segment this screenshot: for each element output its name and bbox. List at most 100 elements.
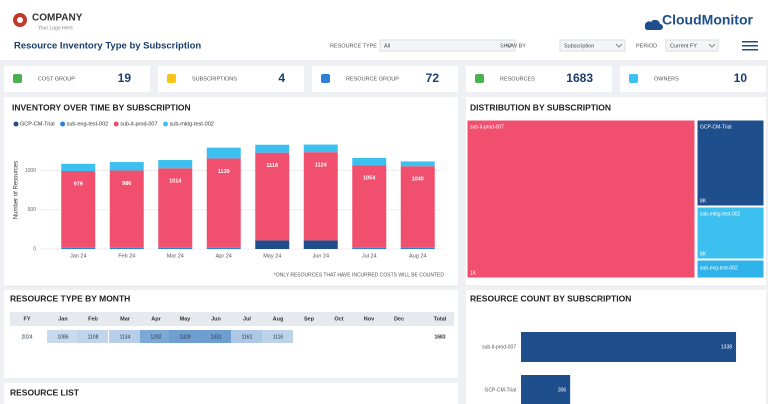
kpi-icon: [321, 74, 330, 83]
x-tick-label: Feb 24: [118, 253, 135, 259]
section-title: INVENTORY OVER TIME BY SUBSCRIPTION: [12, 102, 191, 112]
y-tick-label: 500: [28, 207, 37, 213]
column-header: Dec: [394, 316, 404, 322]
filter-value: All: [384, 43, 390, 49]
bar-segment: [303, 144, 338, 153]
brand-icon: [644, 19, 663, 30]
legend-swatch: [163, 121, 169, 127]
x-tick-label: May 24: [263, 253, 281, 259]
treemap-tile: [696, 119, 765, 207]
legend-swatch: [13, 121, 19, 127]
heat-cell: [262, 330, 293, 343]
table-cell: 1329: [179, 334, 190, 340]
kpi-value: 10: [734, 71, 748, 85]
bar-segment: [61, 171, 96, 248]
bar-segment: [352, 247, 387, 249]
kpi-value: 19: [118, 71, 132, 85]
treemap-value: 1K: [470, 270, 477, 276]
treemap-name: sub-it-prod-007: [470, 124, 504, 130]
table-cell: 1331: [210, 334, 221, 340]
dropdown-arrow: [505, 43, 513, 48]
treemap-name: sub-mktg-test-002: [700, 211, 741, 217]
bar-label: 979: [74, 181, 83, 187]
heat-cell: [77, 330, 108, 343]
kpi-value: 72: [426, 71, 440, 85]
bar-segment: [109, 162, 144, 171]
card: [4, 66, 150, 92]
bar-label: 1139: [218, 169, 230, 175]
bar-segment: [61, 163, 96, 172]
kpi-icon: [167, 74, 176, 83]
column-header: Oct: [334, 316, 343, 322]
kpi-icon: [13, 74, 22, 83]
column-header: Sep: [304, 316, 315, 322]
column-header: Nov: [364, 316, 375, 322]
treemap-value: 8K: [700, 251, 707, 257]
bar-segment: [206, 158, 241, 248]
table-cell: 2024: [21, 334, 32, 340]
kpi-value: 1683: [566, 71, 593, 85]
heat-cell: [169, 330, 200, 343]
column-header: Aug: [273, 316, 284, 322]
bar-label: 306: [558, 387, 567, 393]
dropdown-arrow: [615, 43, 623, 48]
column-header: Jan: [58, 316, 68, 322]
note: *ONLY RESOURCES THAT HAVE INCURRED COSTS…: [274, 272, 445, 278]
bar-label: 1054: [363, 176, 376, 182]
legend-label: GCP-CM-Trial: [20, 121, 55, 127]
kpi-label: COST GROUP: [38, 76, 75, 82]
filter-select[interactable]: [379, 39, 516, 52]
bar-segment: [158, 160, 193, 169]
column-header: Total: [434, 316, 447, 322]
card: [158, 66, 304, 92]
x-tick-label: Jul 24: [362, 253, 377, 259]
bar-label: 1124: [315, 163, 328, 169]
table-cell: 1683: [434, 334, 445, 340]
legend-label: sub-it-prod-007: [120, 121, 157, 127]
section-title: DISTRIBUTION BY SUBSCRIPTION: [470, 102, 611, 112]
treemap-name: GCP-CM-Trial: [700, 124, 731, 130]
treemap-value: 8K: [700, 198, 707, 204]
filter-label: RESOURCE TYPE: [330, 43, 377, 49]
treemap-tile: [696, 206, 765, 260]
tagline: Your Logo Here: [38, 25, 73, 31]
filter-label: PERIOD: [636, 43, 657, 49]
x-tick-label: Jan 24: [70, 253, 87, 259]
x-tick-label: Mar 24: [167, 253, 184, 259]
dropdown-arrow: [708, 43, 716, 48]
treemap-name: sub-eng-test-002: [700, 265, 738, 271]
bar-label: 1118: [266, 163, 278, 169]
bar-segment: [109, 170, 144, 248]
kpi-icon: [475, 74, 484, 83]
kpi-icon: [629, 74, 638, 83]
x-tick-label: Aug 24: [409, 253, 426, 259]
kpi-label: OWNERS: [654, 76, 679, 82]
bar-label: 1014: [169, 179, 182, 185]
bar-segment: [255, 152, 290, 241]
table-cell: 1134: [120, 334, 131, 340]
column-header: May: [180, 316, 192, 322]
section-title: RESOURCE COUNT BY SUBSCRIPTION: [470, 293, 631, 303]
column-header: Apr: [151, 316, 161, 322]
menu-icon[interactable]: [742, 41, 758, 51]
bar-segment: [255, 144, 290, 153]
filter-select[interactable]: [665, 39, 719, 52]
legend-label: sub-mktg-test-002: [170, 121, 214, 127]
column-header: Mar: [120, 316, 131, 322]
bar-segment: [400, 247, 435, 249]
card: [466, 66, 612, 92]
heat-cell: [47, 330, 78, 343]
bar-segment: [303, 240, 338, 249]
bar: [521, 332, 737, 362]
treemap-tile: [696, 259, 765, 279]
bar-segment: [400, 166, 435, 248]
filter-select[interactable]: [559, 39, 626, 52]
y-tick-label: GCP-CM-Trial: [485, 387, 516, 393]
legend-swatch: [60, 121, 66, 127]
page-title: Resource Inventory Type by Subscription: [14, 41, 201, 52]
bar-label: 986: [122, 181, 131, 187]
column-header: FY: [23, 316, 30, 322]
card: [620, 66, 766, 92]
y-axis-label: Number of Resources: [14, 161, 20, 219]
